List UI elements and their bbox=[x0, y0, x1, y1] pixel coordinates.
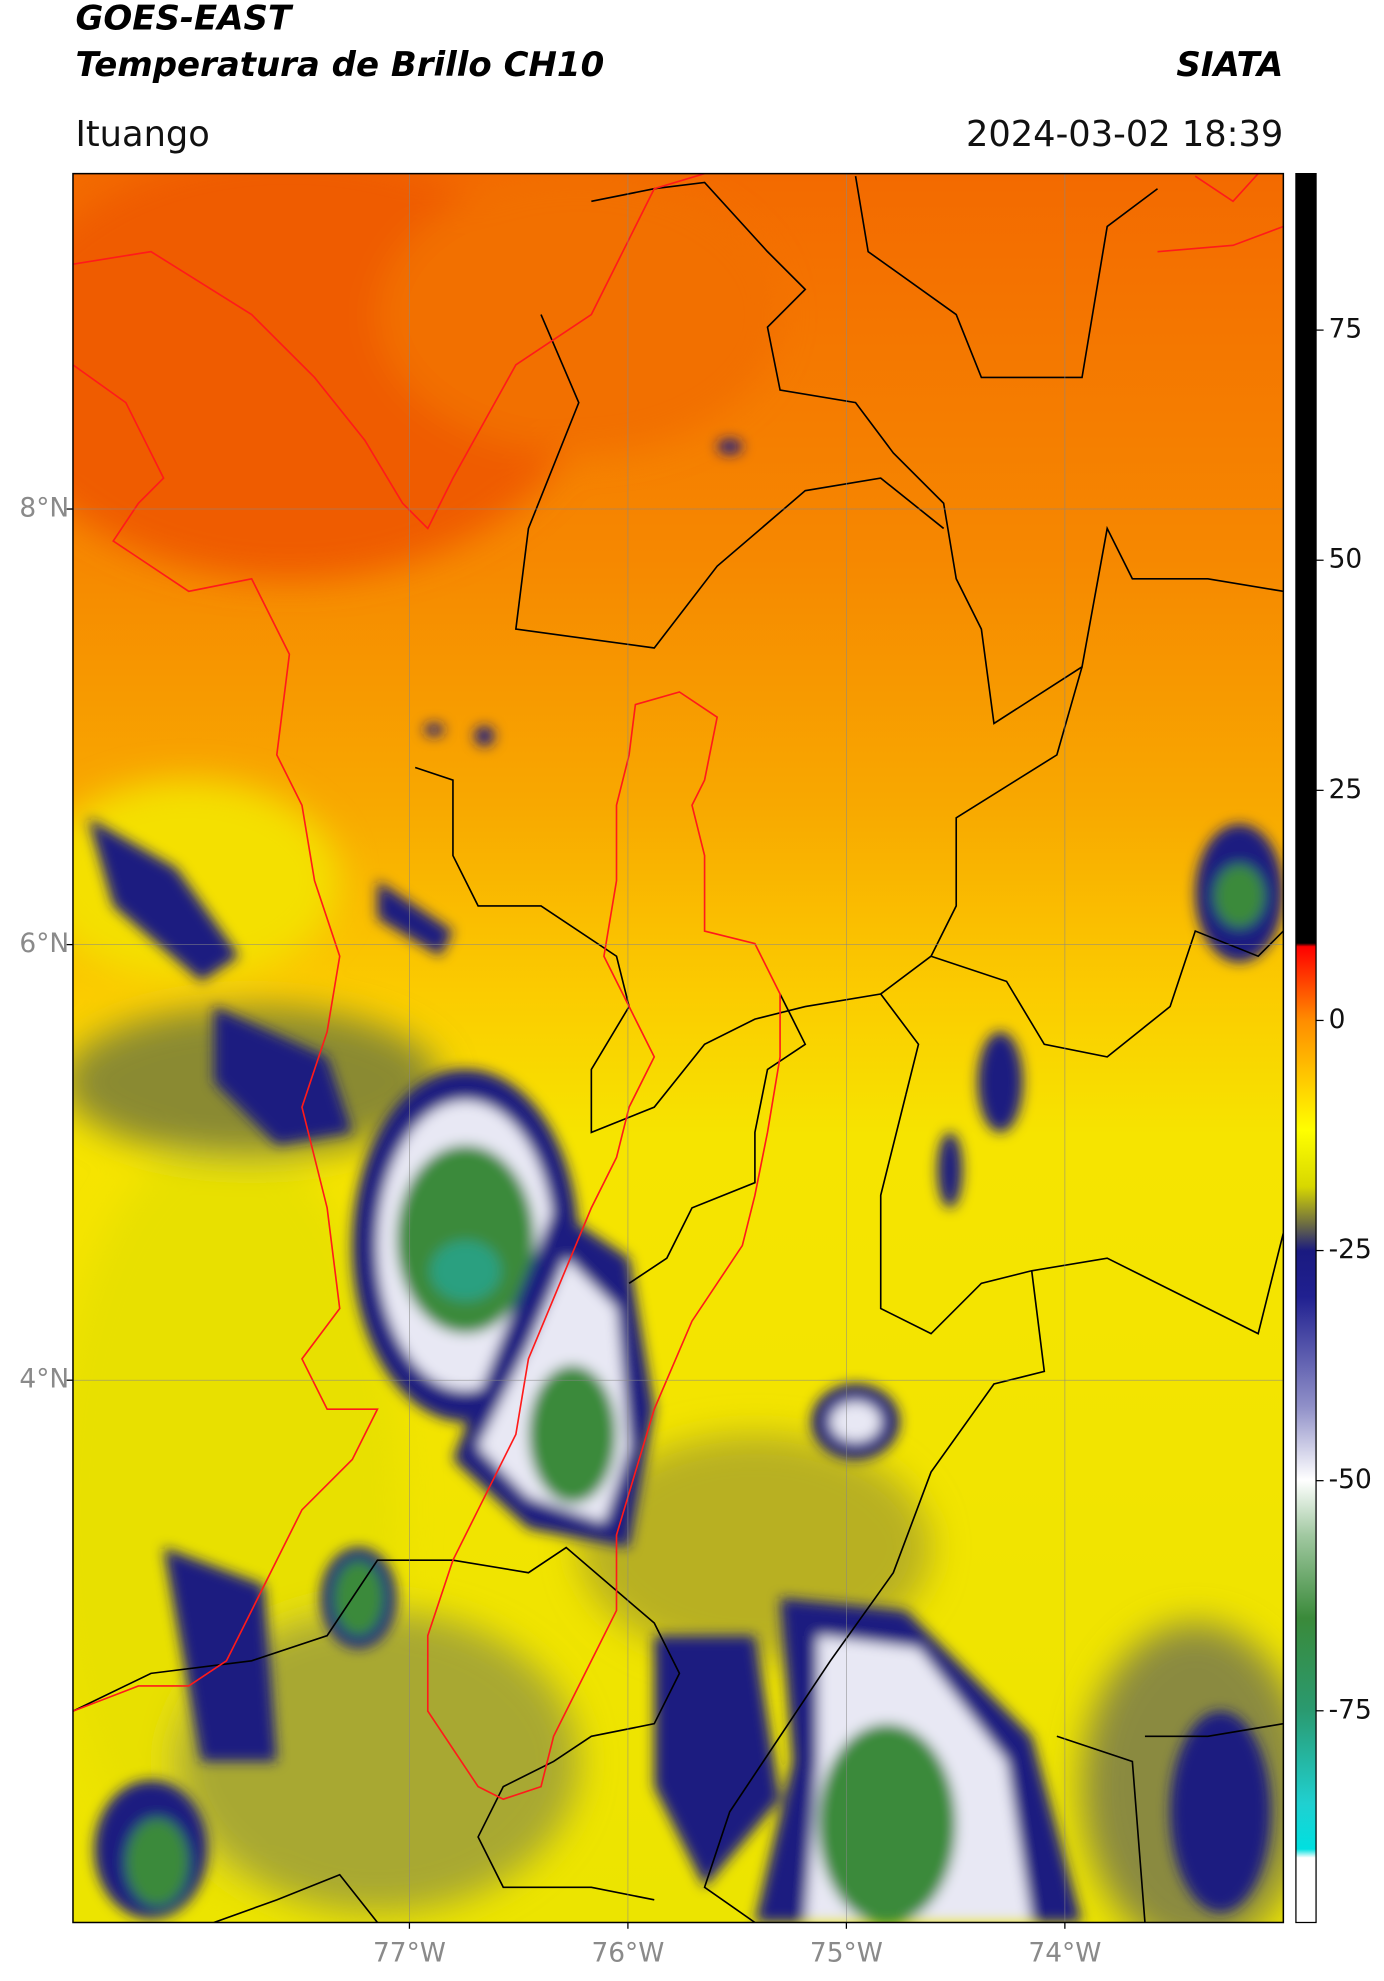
colorbar-tick-label: 25 bbox=[1329, 774, 1363, 805]
lat-tick-label: 6°N bbox=[19, 928, 69, 959]
grid bbox=[72, 173, 1284, 1923]
lon-tick-label: 76°W bbox=[591, 1937, 664, 1968]
colorbar-tick-label: 0 bbox=[1329, 1004, 1346, 1035]
colorbar-tick-label: -25 bbox=[1329, 1234, 1372, 1265]
subtitle: Temperatura de Brillo CH10 bbox=[75, 45, 604, 85]
datetime: 2024-03-02 18:39 bbox=[966, 114, 1283, 155]
location: Ituango bbox=[75, 114, 209, 155]
lat-tick-label: 4°N bbox=[19, 1364, 69, 1395]
map-frame bbox=[72, 172, 1285, 1924]
title: GOES-EAST bbox=[75, 0, 293, 39]
colorbar bbox=[1295, 172, 1317, 1924]
colorbar-tick-label: 75 bbox=[1329, 314, 1363, 345]
lon-tick-label: 75°W bbox=[810, 1937, 883, 1968]
map-image bbox=[72, 173, 1284, 1923]
colorbar-tick-label: -50 bbox=[1329, 1464, 1372, 1495]
colorbar-tick-label: 50 bbox=[1329, 544, 1363, 575]
lon-tick-label: 74°W bbox=[1028, 1937, 1101, 1968]
source: SIATA bbox=[1176, 45, 1283, 85]
lat-tick-label: 8°N bbox=[19, 493, 69, 524]
lon-tick-label: 77°W bbox=[373, 1937, 446, 1968]
colorbar-tick-label: -75 bbox=[1329, 1694, 1372, 1725]
